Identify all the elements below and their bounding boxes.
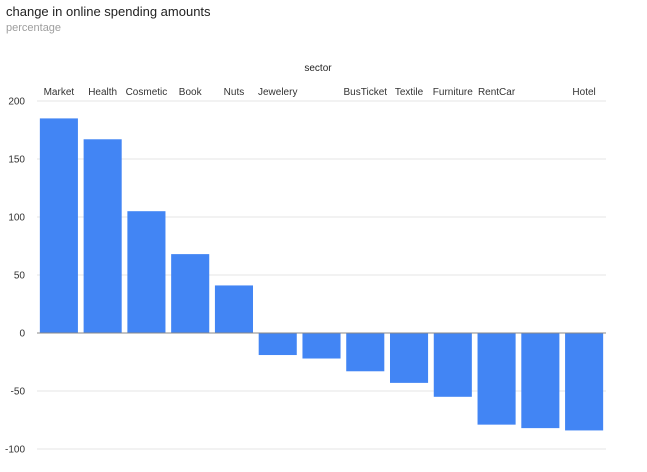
category-labels: Market Health Cosmetic Book Nuts Jewelery BusT…: [44, 87, 596, 98]
chart-title: change in online spending amounts: [6, 4, 211, 19]
bars: [39, 118, 604, 431]
category-label: Textile: [395, 87, 424, 98]
bar: [83, 139, 122, 333]
bar: [389, 333, 429, 383]
y-tick-label: -100: [5, 445, 25, 456]
category-label: Health: [88, 87, 117, 98]
bar: [521, 333, 560, 429]
category-label: Market: [44, 87, 75, 98]
bar: [171, 254, 210, 333]
bar: [477, 333, 516, 425]
category-label: Nuts: [224, 87, 245, 98]
category-label: BusTicket: [344, 87, 388, 98]
category-label: RentCar: [478, 87, 516, 98]
bar: [214, 285, 254, 333]
bar: [39, 118, 78, 334]
bar: [565, 333, 604, 431]
y-tick-label: 150: [8, 155, 25, 166]
x-axis-title: sector: [304, 63, 332, 74]
y-tick-label: 0: [19, 329, 25, 340]
bar: [346, 333, 385, 372]
category-label: Furniture: [433, 87, 473, 98]
gridlines: [37, 100, 606, 450]
y-tick-label: 100: [8, 213, 25, 224]
category-label: Jewelery: [258, 87, 297, 98]
category-label: Hotel: [572, 87, 595, 98]
bar: [302, 333, 341, 359]
category-label: Cosmetic: [126, 87, 168, 98]
y-tick-label: 200: [8, 97, 25, 108]
y-tick-label: 50: [14, 271, 26, 282]
y-tick-label: -50: [11, 387, 26, 398]
chart-subtitle: percentage: [6, 22, 62, 34]
y-axis-ticks: 200 150 100 50 0 -50 -100: [5, 97, 25, 456]
bar: [433, 333, 472, 397]
bar: [127, 211, 166, 333]
category-label: Book: [179, 87, 203, 98]
bar: [258, 333, 297, 356]
